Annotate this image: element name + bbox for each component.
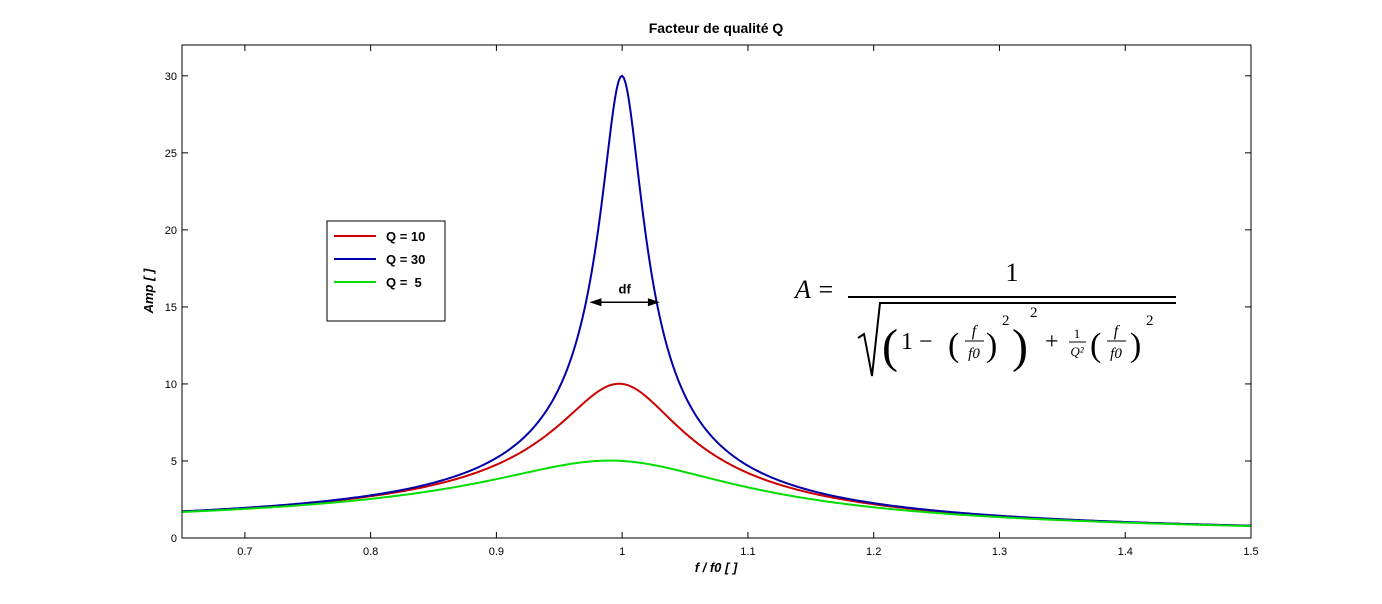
transfer-function-formula: A = 1 ( 1 − ( f f0 ) 2 ) 2 + 1 Q² ( f f0… — [793, 258, 1176, 377]
x-axis-label: f / f0 [ ] — [695, 560, 738, 575]
formula-paren-close-inner-2: ) — [1130, 327, 1141, 364]
formula-paren-open-inner-2: ( — [1090, 327, 1101, 364]
formula-f-1: f — [972, 323, 979, 340]
legend-label-q5: Q = 5 — [386, 275, 422, 290]
plot-frame — [181, 44, 1252, 539]
x-tick-label-4: 1.1 — [740, 546, 755, 558]
formula-f-2: f — [1114, 323, 1121, 340]
bandwidth-arrow-right-head — [647, 298, 660, 307]
x-tick-label-6: 1.3 — [992, 546, 1007, 558]
legend-label-q30: Q = 30 — [386, 252, 425, 267]
formula-inv-q2-num: 1 — [1074, 326, 1081, 341]
formula-inv-q2-den: Q² — [1070, 344, 1084, 359]
legend-box — [326, 220, 446, 322]
formula-paren-open-inner-1: ( — [948, 327, 959, 364]
formula-plus: + — [1045, 329, 1059, 355]
formula-sqrt-sign — [857, 302, 1176, 377]
bandwidth-annotation: df — [589, 281, 660, 307]
y-tick-label-2: 10 — [165, 379, 177, 391]
formula-power-inner-1: 2 — [1002, 313, 1010, 329]
y-tick-label-6: 30 — [165, 71, 177, 83]
legend-label-q10: Q = 10 — [386, 229, 425, 244]
formula-lhs: A = — [793, 275, 834, 304]
x-tick-label-7: 1.4 — [1118, 546, 1133, 558]
formula-f0-2: f0 — [1110, 346, 1122, 362]
formula-f0-1: f0 — [968, 346, 980, 362]
formula-term-one: 1 − — [901, 329, 933, 355]
y-tick-label-1: 5 — [171, 456, 177, 468]
ticks-layer: 0.7 0.8 0.9 1 1.1 1.2 1.3 1.4 1.5 0 5 10 15 20 25 30 — [165, 45, 1259, 558]
formula-paren-close-inner-1: ) — [986, 327, 997, 364]
x-tick-label-3: 1 — [619, 546, 625, 558]
series-line-q5 — [181, 459, 1252, 528]
y-axis-label: Amp [ ] — [141, 268, 156, 314]
formula-power-outer: 2 — [1030, 305, 1038, 321]
x-tick-label-5: 1.2 — [866, 546, 881, 558]
bandwidth-arrow-left-head — [589, 298, 602, 307]
x-tick-label-0: 0.7 — [237, 546, 252, 558]
chart-title: Facteur de qualité Q — [649, 20, 784, 36]
y-tick-label-5: 25 — [165, 148, 177, 160]
y-tick-label-4: 20 — [165, 225, 177, 237]
bandwidth-label: df — [619, 281, 632, 296]
series-layer — [181, 74, 1252, 528]
formula-paren-open-outer: ( — [882, 320, 898, 373]
formula-paren-close-outer: ) — [1012, 320, 1028, 373]
x-tick-label-8: 1.5 — [1243, 546, 1258, 558]
formula-power-inner-2: 2 — [1146, 313, 1154, 329]
x-tick-label-2: 0.9 — [489, 546, 504, 558]
legend: Q = 10 Q = 30 Q = 5 — [326, 220, 446, 322]
y-tick-label-0: 0 — [171, 533, 177, 545]
formula-numerator: 1 — [1006, 258, 1019, 287]
y-tick-label-3: 15 — [165, 302, 177, 314]
x-tick-label-1: 0.8 — [363, 546, 378, 558]
